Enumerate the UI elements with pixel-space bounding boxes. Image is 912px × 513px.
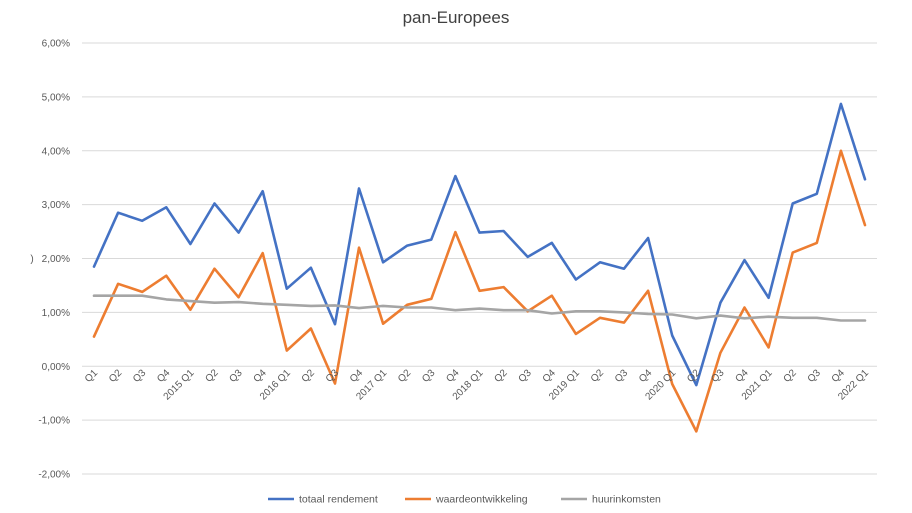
y-tick-label: 6,00% — [42, 39, 70, 50]
x-tick-label: Q4 — [541, 367, 559, 385]
legend-label: totaal rendement — [299, 494, 378, 506]
x-tick-label: Q2 — [396, 367, 414, 385]
series-lines — [92, 102, 867, 433]
x-tick-label: Q2 — [589, 367, 607, 385]
chart-title: pan-Europees — [403, 8, 510, 27]
series-line-totaal-rendement — [92, 102, 867, 387]
x-tick-label: Q2 — [107, 367, 125, 385]
legend: totaal rendement waardeontwikkeling huurin… — [268, 494, 661, 506]
legend-label: waardeontwikkeling — [435, 494, 528, 506]
x-tick-label: Q3 — [806, 367, 824, 385]
x-tick-label: Q2 — [782, 367, 800, 385]
y-tick-label: 3,00% — [42, 200, 70, 211]
x-tick-label: Q3 — [420, 367, 438, 385]
legend-label: huurinkomsten — [592, 494, 661, 506]
x-tick-label: Q4 — [252, 367, 270, 385]
x-tick-label: Q3 — [227, 367, 245, 385]
x-tick-label: Q3 — [517, 367, 535, 385]
x-tick-label: Q3 — [613, 367, 631, 385]
series-line-huurinkomsten — [92, 294, 867, 322]
y-tick-label: 1,00% — [42, 308, 70, 319]
x-tick-label: Q4 — [637, 367, 655, 385]
y-tick-label: 2,00% — [42, 254, 70, 265]
x-tick-label: Q1 — [83, 367, 101, 385]
y-axis-label: ) — [30, 254, 33, 265]
y-axis-ticks: -2,00% -1,00% 0,00% 1,00% 2,00% 3,00% 4,00% 5,0… — [38, 39, 70, 481]
x-tick-label: Q2 — [492, 367, 510, 385]
x-tick-label: Q3 — [324, 367, 342, 385]
x-tick-label: Q4 — [830, 367, 848, 385]
y-tick-label: -1,00% — [38, 416, 70, 427]
x-tick-label: Q4 — [155, 367, 173, 385]
y-tick-label: -2,00% — [38, 470, 70, 481]
y-tick-label: 0,00% — [42, 362, 70, 373]
x-tick-label: Q4 — [733, 367, 751, 385]
x-tick-label: Q4 — [444, 367, 462, 385]
x-tick-label: Q3 — [131, 367, 149, 385]
y-tick-label: 4,00% — [42, 146, 70, 157]
x-tick-label: Q2 — [300, 367, 318, 385]
x-tick-label: Q2 — [203, 367, 221, 385]
x-tick-label: Q4 — [348, 367, 366, 385]
series-line-waardeontwikkeling — [92, 149, 867, 433]
y-tick-label: 5,00% — [42, 92, 70, 103]
grid — [82, 42, 877, 475]
